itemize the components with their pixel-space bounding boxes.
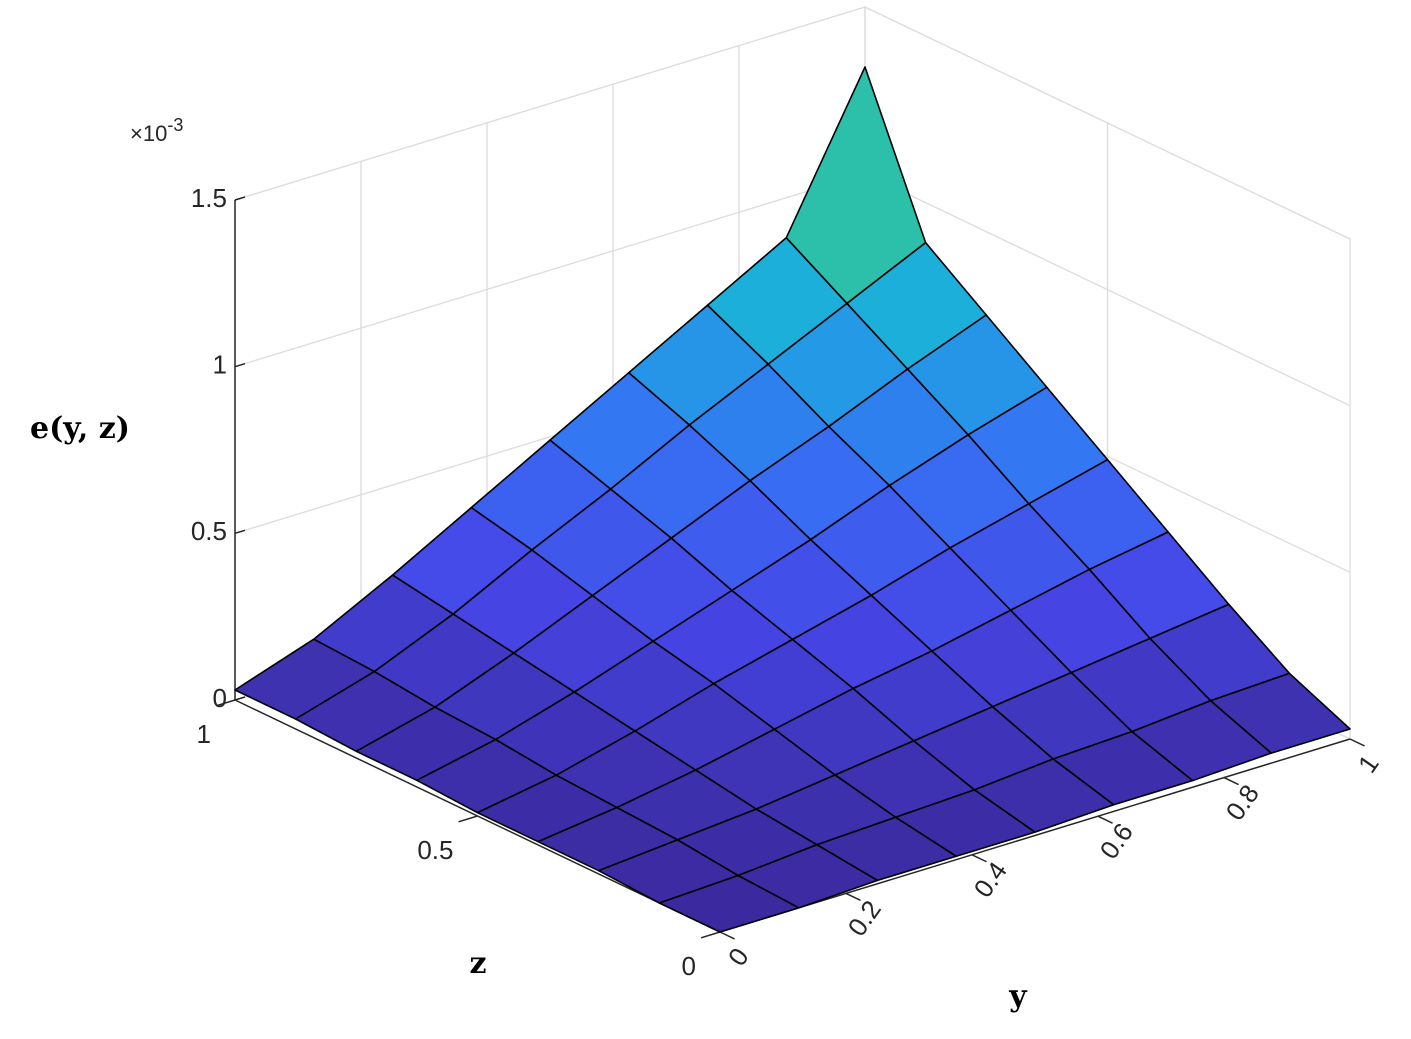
z-tick [458, 815, 478, 823]
z-tick [700, 931, 721, 939]
y-tick [971, 854, 987, 863]
y-tick-label: 1 [1352, 749, 1385, 778]
grid-line [234, 6, 866, 201]
v-tick-label: 1.5 [191, 183, 227, 213]
y-tick [1223, 776, 1239, 786]
v-tick-label: 0 [213, 683, 227, 713]
multiplier-base: ×10 [130, 121, 167, 146]
value-axis-label: e(y, z) [30, 411, 130, 446]
surface-cell [658, 874, 800, 933]
z-tick-label: 0 [682, 951, 696, 981]
y-tick-label: 0.4 [968, 856, 1013, 903]
y-tick-label: 0.8 [1220, 779, 1265, 826]
z-tick-label: 0.5 [417, 835, 453, 865]
y-tick [1349, 738, 1365, 747]
v-tick [234, 529, 246, 535]
y-tick-label: 0.6 [1094, 818, 1139, 865]
multiplier: ×10-3 [130, 115, 183, 146]
y-tick [719, 931, 735, 940]
v-tick [234, 196, 246, 201]
multiplier-exponent: -3 [167, 115, 183, 135]
y-axis-label: y [1008, 979, 1028, 1014]
y-tick [1097, 815, 1113, 824]
v-tick [234, 362, 246, 368]
v-tick [234, 696, 246, 701]
z-tick-label: 1 [197, 719, 211, 749]
y-tick-label: 0 [722, 942, 755, 971]
y-axis [719, 738, 1351, 933]
v-tick-label: 1 [213, 350, 227, 380]
z-tick [215, 699, 236, 707]
y-tick [845, 892, 861, 902]
grid-line [234, 173, 866, 368]
z-axis-label: z [469, 946, 486, 981]
v-tick-label: 0.5 [191, 516, 227, 546]
y-tick-label: 0.2 [842, 895, 887, 942]
